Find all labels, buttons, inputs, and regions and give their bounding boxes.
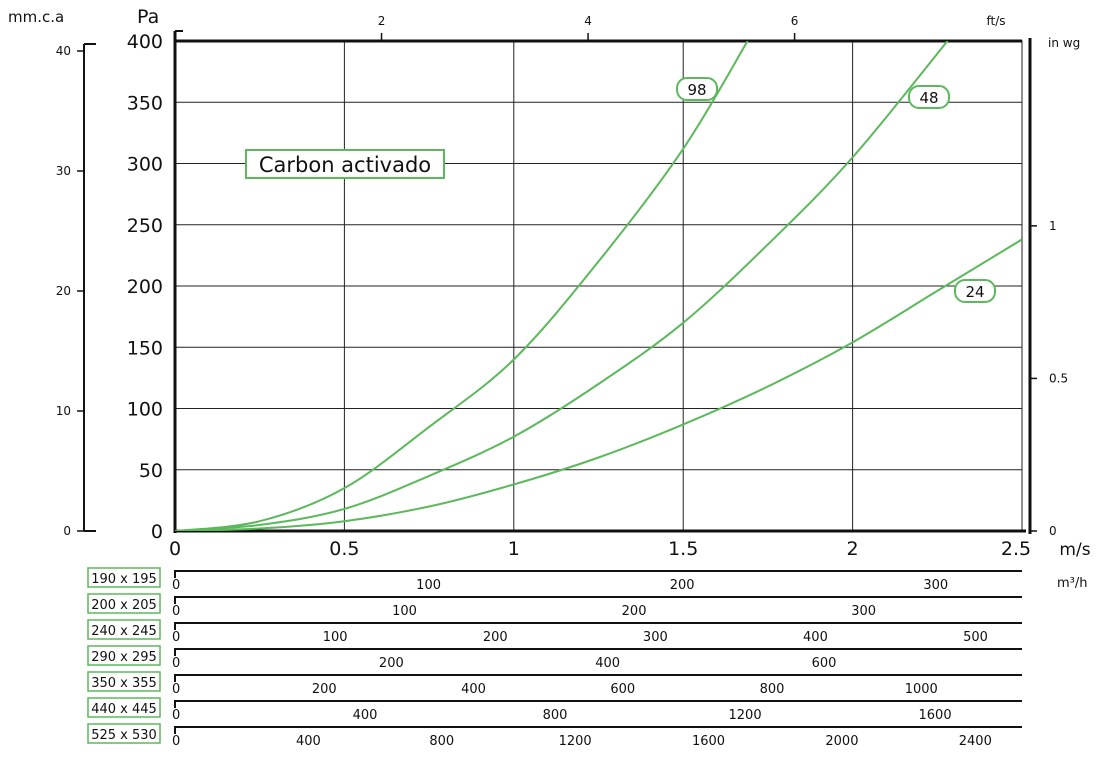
flow-tick-label: 0 — [172, 734, 180, 749]
duct-size-box — [87, 671, 161, 692]
top-tick-label: 6 — [791, 14, 799, 28]
top-tick-label: 4 — [584, 14, 592, 28]
duct-size-box — [87, 645, 161, 666]
series-label: 48 — [919, 89, 938, 107]
flow-tick-label: 0 — [172, 604, 180, 619]
duct-size-label: 190 x 195 — [91, 572, 157, 587]
duct-size-box — [87, 697, 161, 718]
flow-tick-label: 600 — [610, 682, 635, 697]
flow-tick-label: 1200 — [559, 734, 592, 749]
x-tick-label: 2.5 — [1001, 538, 1031, 560]
duct-size-label: 240 x 245 — [91, 624, 157, 639]
series-line-48 — [175, 41, 949, 531]
duct-size-box — [87, 723, 161, 744]
x-tick-label: 2 — [847, 538, 859, 560]
duct-size-box — [87, 619, 161, 640]
duct-size-label: 350 x 355 — [91, 676, 157, 691]
y-tick-label-pa: 200 — [127, 276, 163, 298]
series-label: 24 — [965, 283, 984, 301]
x-tick-label: 0 — [169, 538, 181, 560]
top-axis-label: ft/s — [986, 14, 1005, 28]
duct-size-label: 440 x 445 — [91, 702, 157, 717]
flow-tick-label: 400 — [461, 682, 486, 697]
flow-tick-label: 0 — [172, 656, 180, 671]
series-label-badge — [908, 85, 950, 109]
flow-tick-label: 300 — [923, 578, 948, 593]
y-tick-label-pa: 100 — [127, 399, 163, 421]
flow-tick-label: 800 — [760, 682, 785, 697]
duct-size-label: 290 x 295 — [91, 650, 157, 665]
right-tick-label: 0 — [1049, 524, 1057, 538]
flow-tick-label: 0 — [172, 630, 180, 645]
flow-tick-label: 1600 — [919, 708, 952, 723]
flow-tick-label: 400 — [296, 734, 321, 749]
flow-tick-label: 200 — [379, 656, 404, 671]
flow-unit-label: m³/h — [1057, 576, 1088, 591]
flow-tick-label: 400 — [353, 708, 378, 723]
flow-tick-label: 600 — [812, 656, 837, 671]
top-tick-label: 2 — [378, 14, 386, 28]
flow-tick-label: 0 — [172, 708, 180, 723]
duct-size-box — [87, 567, 161, 588]
y-tick-label-pa: 350 — [127, 92, 163, 114]
y-tick-label-pa: 300 — [127, 154, 163, 176]
y-axis-label-mmca: mm.c.a — [8, 8, 64, 26]
series-line-24 — [175, 238, 1022, 531]
y-tick-label-pa: 0 — [151, 521, 163, 543]
flow-tick-label: 200 — [312, 682, 337, 697]
y-tick-label-pa: 400 — [127, 31, 163, 53]
flow-tick-label: 300 — [851, 604, 876, 619]
y-tick-label-pa: 250 — [127, 215, 163, 237]
y-tick-label-pa: 150 — [127, 337, 163, 359]
flow-tick-label: 400 — [595, 656, 620, 671]
flow-tick-label: 100 — [392, 604, 417, 619]
x-tick-label: 1 — [508, 538, 520, 560]
y-tick-label-mmca: 30 — [56, 164, 71, 178]
series-label-badge — [676, 77, 718, 101]
duct-size-label: 525 x 530 — [91, 728, 157, 743]
flow-tick-label: 300 — [643, 630, 668, 645]
flow-tick-label: 800 — [429, 734, 454, 749]
y-tick-label-mmca: 0 — [63, 524, 71, 538]
duct-size-box — [87, 593, 161, 614]
flow-tick-label: 1000 — [905, 682, 938, 697]
y-tick-label-pa: 50 — [139, 460, 163, 482]
right-axis-label: in wg — [1048, 36, 1080, 50]
flow-tick-label: 500 — [963, 630, 988, 645]
flow-tick-label: 100 — [323, 630, 348, 645]
series-line-98 — [175, 41, 749, 531]
series-label: 98 — [687, 81, 706, 99]
chart-title: Carbon activado — [259, 153, 431, 177]
x-tick-label: 1.5 — [668, 538, 698, 560]
flow-tick-label: 200 — [483, 630, 508, 645]
flow-tick-label: 1200 — [729, 708, 762, 723]
title-box — [245, 149, 445, 179]
y-axis-label-pa: Pa — [137, 6, 159, 28]
flow-tick-label: 800 — [543, 708, 568, 723]
flow-tick-label: 2400 — [959, 734, 992, 749]
y-tick-label-mmca: 10 — [56, 404, 71, 418]
y-tick-label-mmca: 40 — [56, 44, 71, 58]
x-tick-label: 0.5 — [329, 538, 359, 560]
right-tick-label: 1 — [1049, 219, 1057, 233]
duct-size-label: 200 x 205 — [91, 598, 157, 613]
flow-tick-label: 200 — [622, 604, 647, 619]
flow-tick-label: 1600 — [692, 734, 725, 749]
flow-tick-label: 0 — [172, 682, 180, 697]
flow-tick-label: 400 — [803, 630, 828, 645]
flow-tick-label: 0 — [172, 578, 180, 593]
flow-tick-label: 2000 — [825, 734, 858, 749]
flow-tick-label: 100 — [416, 578, 441, 593]
x-axis-label: m/s — [1059, 540, 1090, 560]
y-tick-label-mmca: 20 — [56, 284, 71, 298]
flow-tick-label: 200 — [670, 578, 695, 593]
series-label-badge — [954, 279, 996, 303]
right-tick-label: 0.5 — [1049, 371, 1068, 385]
